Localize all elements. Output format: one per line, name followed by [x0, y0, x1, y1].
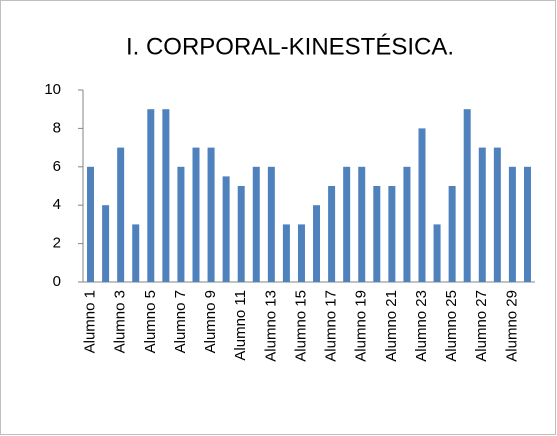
- y-tick-label: 8: [53, 119, 61, 136]
- bar: [508, 166, 516, 282]
- bar: [222, 176, 230, 282]
- x-tick-label: Alumno 19: [353, 290, 370, 362]
- x-tick-label: Alumno 17: [323, 290, 340, 362]
- bar: [493, 147, 501, 282]
- bar: [418, 128, 426, 282]
- x-tick-label: Alumno 27: [473, 290, 490, 362]
- bar: [358, 166, 366, 282]
- y-tick-label: 6: [53, 158, 61, 175]
- y-tick-label: 0: [53, 273, 61, 290]
- x-tick-label: Alumno 15: [292, 290, 309, 362]
- x-tick-label: Alumno 7: [172, 290, 189, 353]
- x-tick-label: Alumno 5: [142, 290, 159, 353]
- y-tick-label: 2: [53, 235, 61, 252]
- bar: [373, 186, 381, 282]
- y-tick-label: 4: [53, 196, 61, 213]
- bar: [313, 205, 321, 282]
- x-tick-label: Alumno 1: [82, 290, 99, 353]
- bar: [237, 186, 245, 282]
- bar: [463, 109, 471, 282]
- x-tick-label: Alumno 21: [383, 290, 400, 362]
- bar: [117, 147, 125, 282]
- bar: [328, 186, 336, 282]
- bar: [207, 147, 215, 282]
- bar: [252, 166, 260, 282]
- bar: [282, 224, 290, 282]
- bar: [267, 166, 275, 282]
- x-tick-label: Alumno 11: [232, 290, 249, 361]
- bar: [147, 109, 155, 282]
- bar: [102, 205, 110, 282]
- y-tick-label: 10: [44, 81, 61, 98]
- x-tick-label: Alumno 9: [202, 290, 219, 353]
- bar: [388, 186, 396, 282]
- bar: [177, 166, 185, 282]
- bar: [343, 166, 351, 282]
- bar: [448, 186, 456, 282]
- bar: [162, 109, 170, 282]
- bar: [87, 166, 95, 282]
- bar: [132, 224, 140, 282]
- bar: [403, 166, 411, 282]
- bar: [192, 147, 200, 282]
- x-tick-label: Alumno 3: [112, 290, 129, 353]
- bar: [478, 147, 486, 282]
- bar: [297, 224, 305, 282]
- x-tick-label: Alumno 29: [503, 290, 520, 362]
- x-tick-label: Alumno 13: [262, 290, 279, 362]
- bar: [433, 224, 441, 282]
- chart-title: I. CORPORAL-KINESTÉSICA.: [126, 33, 454, 60]
- x-tick-label: Alumno 25: [443, 290, 460, 362]
- x-tick-label: Alumno 23: [413, 290, 430, 362]
- bar: [523, 166, 531, 282]
